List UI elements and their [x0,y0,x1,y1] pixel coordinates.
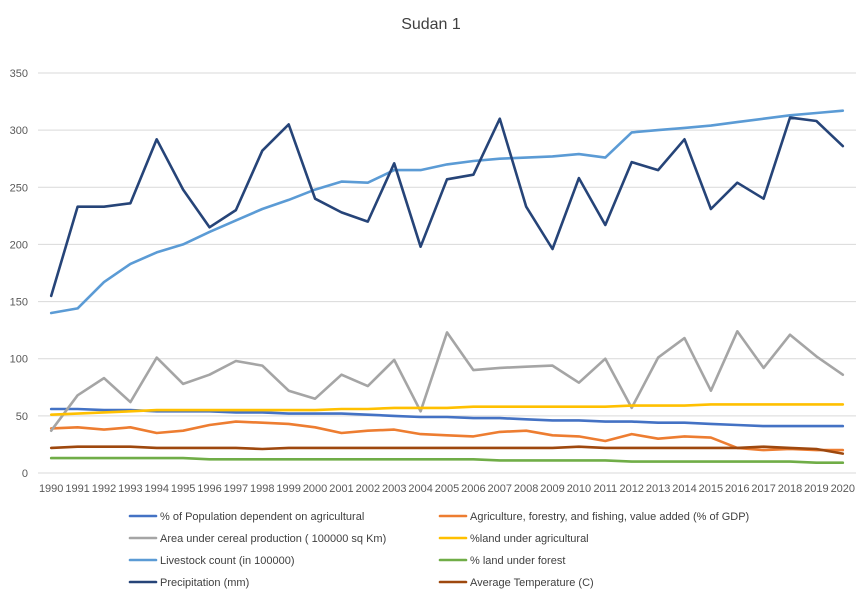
x-tick-label: 2000 [303,483,327,495]
x-tick-label: 2014 [672,483,696,495]
x-tick-label: 2005 [435,483,459,495]
series-line-0 [49,407,845,428]
x-tick-label: 1999 [276,483,300,495]
legend-label-7: Average Temperature (C) [470,577,594,589]
x-tick-label: 2010 [567,483,591,495]
x-tick-label: 2011 [593,483,617,495]
series-lines [49,109,845,465]
series-line-6 [49,116,845,298]
x-tick-label: 2002 [356,483,380,495]
series-line-5 [49,456,845,465]
legend-label-6: Precipitation (mm) [160,577,249,589]
y-tick-label: 100 [10,354,28,366]
y-tick-label: 150 [10,297,28,309]
x-tick-label: 2004 [408,483,432,495]
series-line-3 [49,403,845,417]
x-tick-label: 2013 [646,483,670,495]
legend-label-1: Agriculture, forestry, and fishing, valu… [470,511,749,523]
y-tick-label: 300 [10,125,28,137]
x-axis-ticks: 1990 1991 1992 1993 1994 1995 1996 1997 1998 1999… [39,483,855,495]
x-tick-label: 2007 [488,483,512,495]
y-tick-label: 350 [10,68,28,80]
x-tick-label: 1996 [197,483,221,495]
x-tick-label: 2019 [804,483,828,495]
gridlines [38,72,856,474]
x-tick-label: 2016 [725,483,749,495]
x-tick-label: 1997 [224,483,248,495]
x-tick-label: 1994 [144,483,168,495]
legend: % of Population dependent on agricultura… [128,511,749,589]
x-tick-label: 2008 [514,483,538,495]
series-line-2 [49,329,845,433]
x-tick-label: 2009 [540,483,564,495]
x-tick-label: 2001 [329,483,353,495]
x-tick-label: 1990 [39,483,63,495]
series-line-7 [49,445,845,455]
x-tick-label: 2015 [699,483,723,495]
x-tick-label: 1998 [250,483,274,495]
legend-label-3: %land under agricultural [470,533,589,545]
legend-label-5: % land under forest [470,555,565,567]
y-tick-label: 200 [10,239,28,251]
x-tick-label: 2006 [461,483,485,495]
x-tick-label: 2020 [831,483,855,495]
series-line-4 [49,109,845,315]
x-tick-label: 1992 [92,483,116,495]
x-tick-label: 2003 [382,483,406,495]
y-tick-label: 250 [10,182,28,194]
series-line-1 [49,420,845,452]
legend-label-0: % of Population dependent on agricultura… [160,511,364,523]
x-tick-label: 2018 [778,483,802,495]
x-tick-label: 2012 [619,483,643,495]
y-tick-label: 0 [22,468,28,480]
legend-label-4: Livestock count (in 100000) [160,555,295,567]
y-tick-label: 50 [16,411,28,423]
x-tick-label: 2017 [751,483,775,495]
x-tick-label: 1995 [171,483,195,495]
chart-title: Sudan 1 [401,16,461,33]
x-tick-label: 1993 [118,483,142,495]
x-tick-label: 1991 [65,483,89,495]
y-axis-ticks: 0 50 100 150 200 250 300 350 [10,68,28,480]
legend-label-2: Area under cereal production ( 100000 sq… [160,533,386,545]
